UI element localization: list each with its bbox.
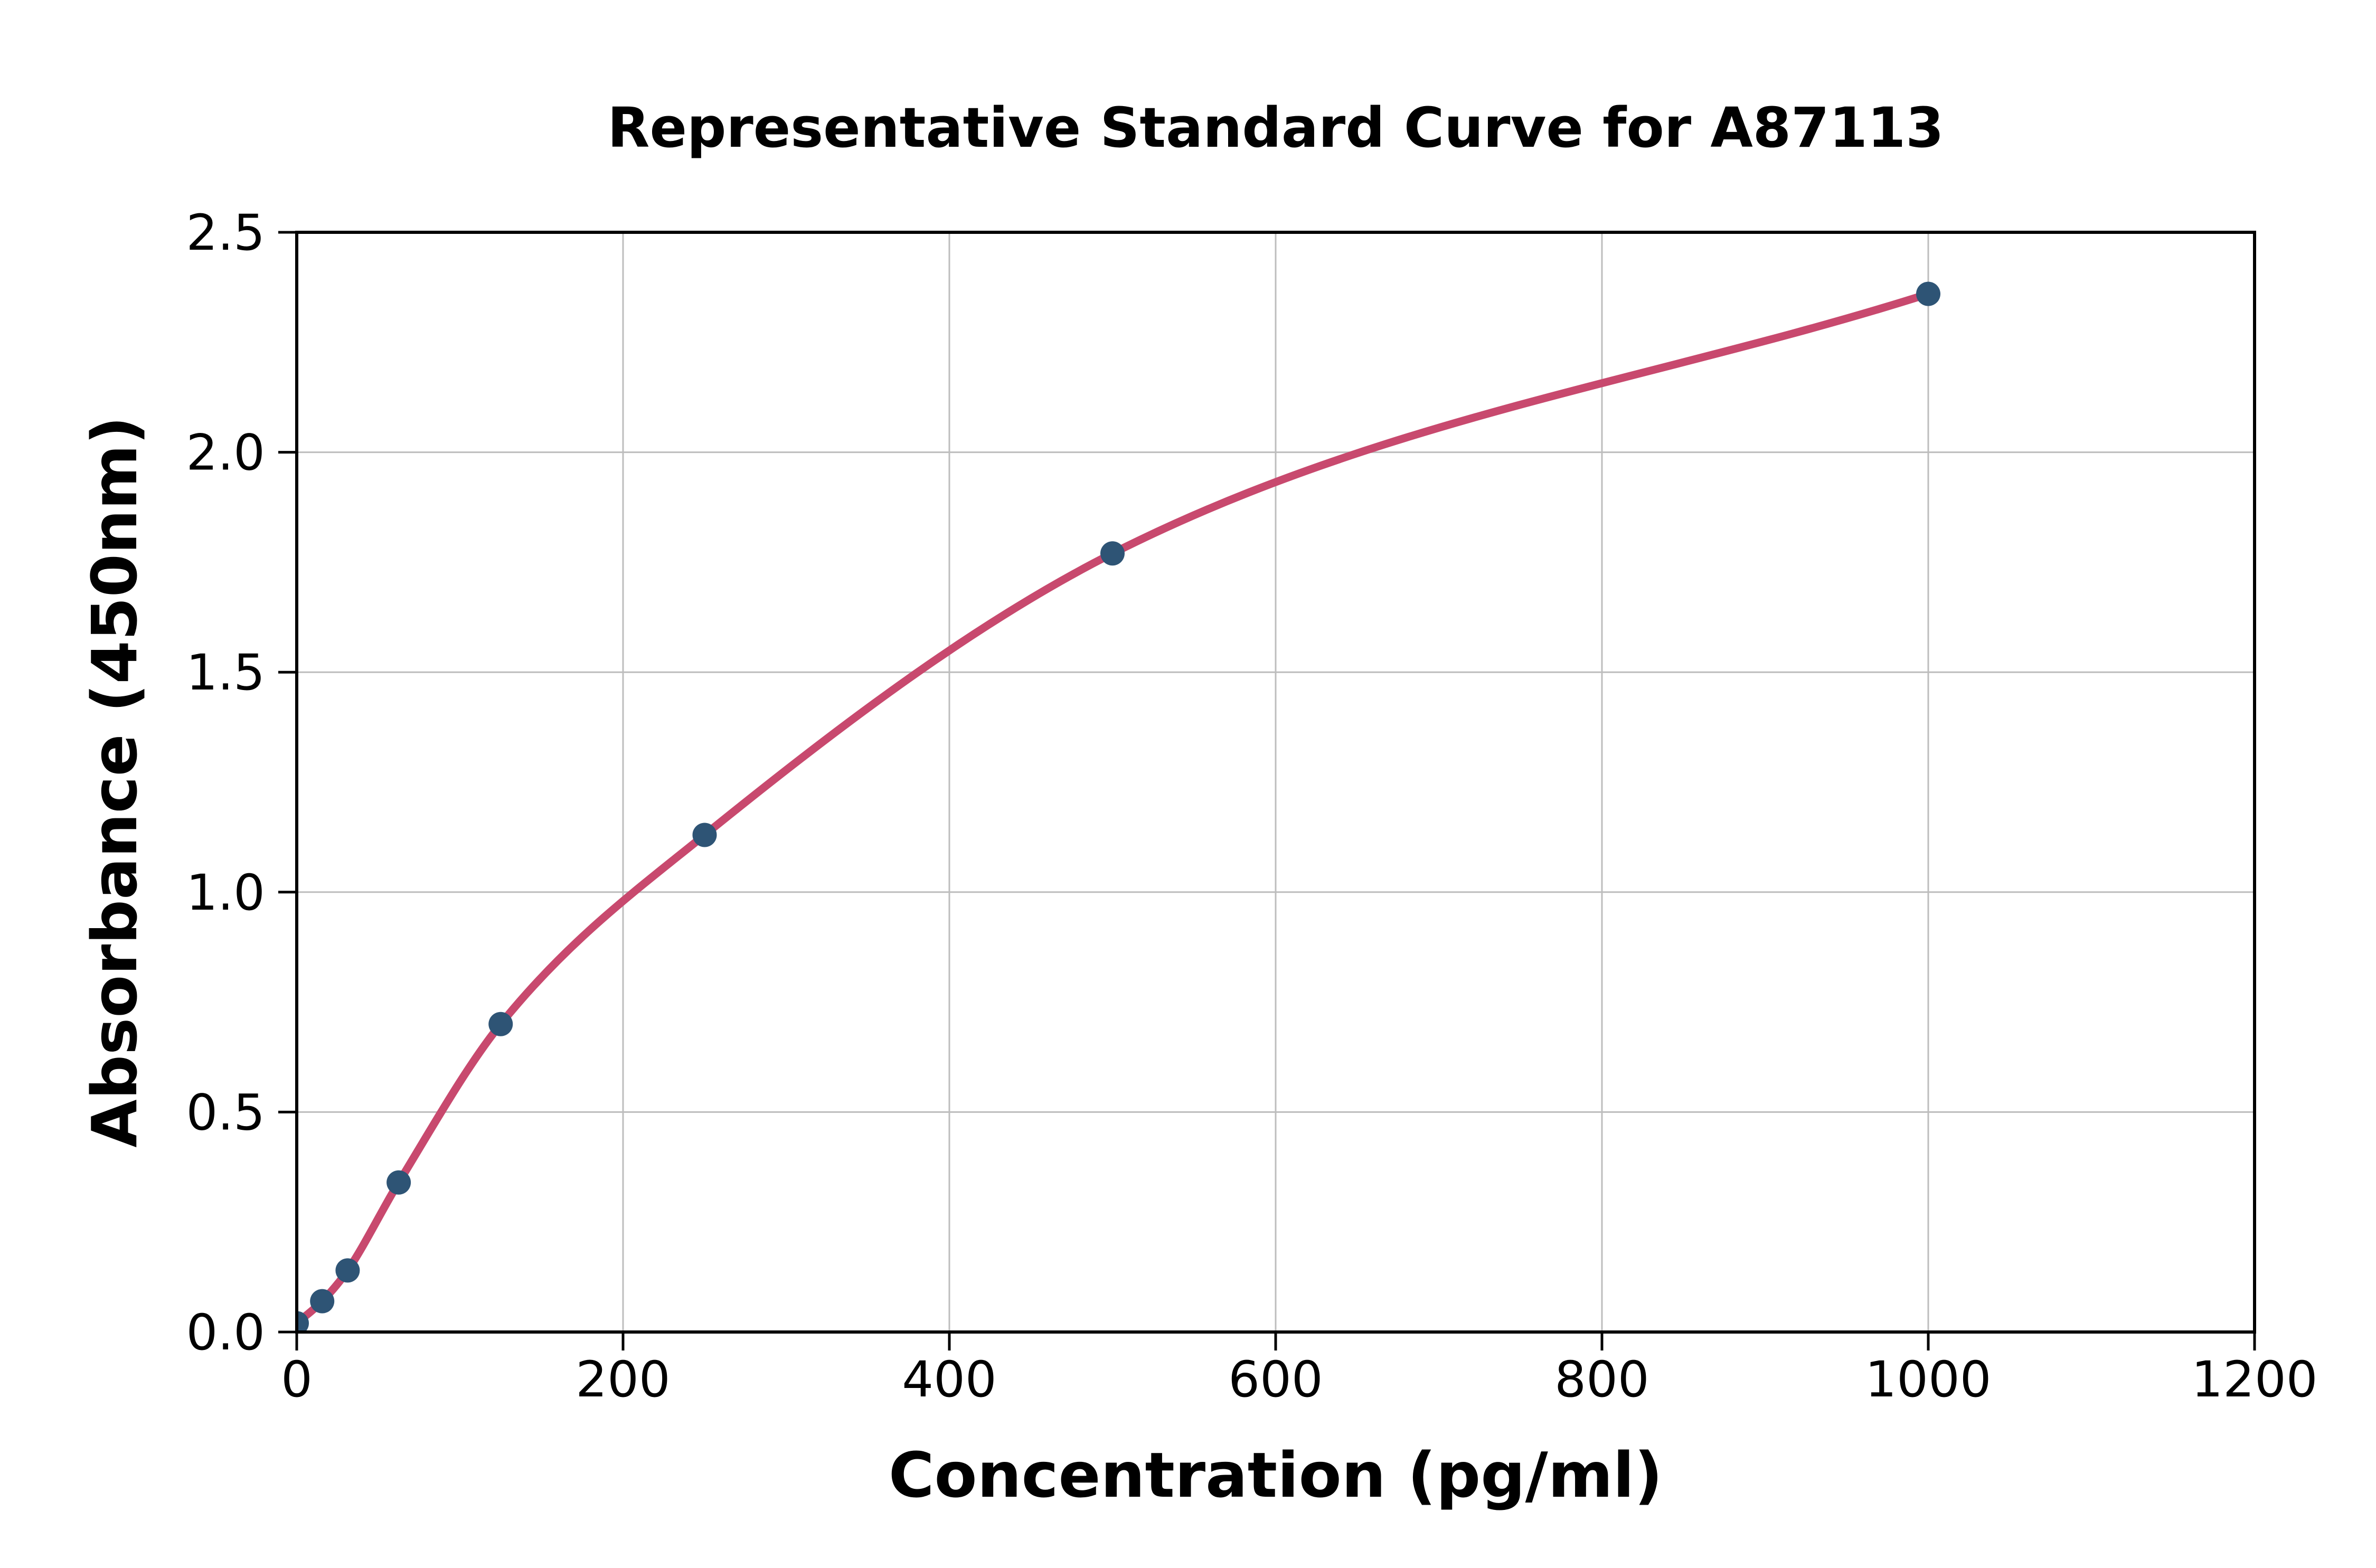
x-axis-label: Concentration (pg/ml) (889, 1439, 1663, 1512)
standard-data-point (335, 1258, 360, 1283)
x-tick-label: 200 (576, 1351, 670, 1409)
data-layer (297, 281, 1940, 1332)
y-tick-label: 1.5 (186, 644, 266, 702)
x-tick-label: 1000 (1865, 1351, 1991, 1409)
axis-ticks (278, 231, 2256, 1350)
y-tick-label: 2.5 (186, 204, 266, 262)
axis-tick-labels: 0 200 400 600 800 1000 1200 0.0 0.5 1.0 1.5 2.0 2.5 (186, 204, 2318, 1409)
standard-data-point (1100, 541, 1125, 566)
x-tick-label: 0 (281, 1351, 313, 1409)
standard-data-point (297, 1311, 309, 1332)
standard-data-point (488, 1012, 513, 1036)
x-tick-label: 1200 (2191, 1351, 2317, 1409)
y-tick-label: 0.0 (186, 1304, 266, 1362)
standard-data-point (310, 1289, 335, 1314)
y-axis-label: Absorbance (450nm) (78, 416, 151, 1148)
standard-data-point (1916, 281, 1940, 306)
chart-title: Representative Standard Curve for A87113 (607, 96, 1944, 160)
x-tick-label: 600 (1228, 1351, 1323, 1409)
standard-data-point (692, 823, 717, 847)
y-tick-label: 2.0 (186, 424, 266, 482)
gridlines (297, 232, 2255, 1332)
y-tick-label: 0.5 (186, 1084, 266, 1141)
fitted-curve (297, 290, 1932, 1327)
x-tick-label: 800 (1554, 1351, 1649, 1409)
standard-data-point (386, 1170, 411, 1195)
y-tick-label: 1.0 (186, 864, 266, 922)
x-tick-label: 400 (902, 1351, 996, 1409)
